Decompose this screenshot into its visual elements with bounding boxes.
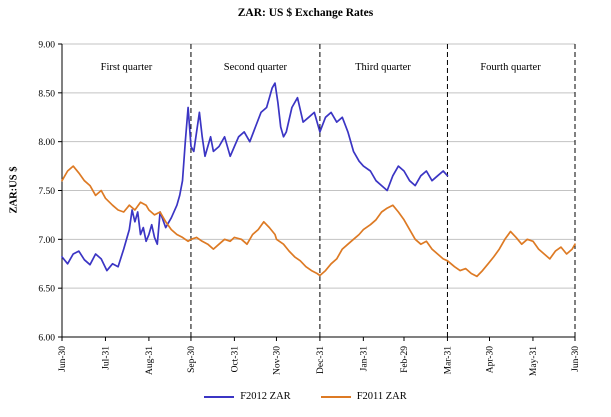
- series-f2011-zar: [61, 165, 576, 278]
- y-tick-label: 8.50: [38, 89, 55, 99]
- x-tick-label: Mar-31: [443, 346, 453, 375]
- quarter-label: Fourth quarter: [480, 62, 541, 73]
- x-tick-label: Nov-30: [272, 346, 282, 375]
- y-tick-label: 6.50: [38, 285, 55, 295]
- legend-line-sample: [320, 395, 351, 398]
- x-tick-label: Jul-31: [101, 346, 111, 370]
- x-tick-label: Jun-30: [571, 346, 581, 372]
- legend-item-f2012-zar: F2012 ZAR: [204, 391, 291, 402]
- quarter-label: Third quarter: [355, 62, 411, 73]
- x-tick-label: Feb-29: [400, 346, 410, 373]
- x-tick-label: Apr-30: [486, 346, 496, 373]
- legend-line-sample: [204, 395, 235, 398]
- y-tick-label: 6.00: [38, 334, 55, 344]
- x-tick-label: Dec-31: [316, 346, 326, 374]
- legend: F2012 ZAR F2011 ZAR: [0, 391, 611, 402]
- series-f2012-zar: [61, 82, 449, 272]
- legend-item-f2011-zar: F2011 ZAR: [320, 391, 407, 402]
- y-tick-label: 7.50: [38, 187, 55, 197]
- chart-title: ZAR: US $ Exchange Rates: [237, 7, 374, 19]
- x-tick-label: Jun-30: [58, 346, 68, 372]
- y-tick-label: 8.00: [38, 138, 55, 148]
- x-tick-label: Sep-30: [187, 346, 197, 373]
- y-tick-label: 7.00: [38, 236, 55, 246]
- quarter-label: Second quarter: [224, 62, 288, 73]
- quarter-label: First quarter: [101, 62, 153, 73]
- legend-label: F2012 ZAR: [240, 391, 291, 402]
- x-tick-label: May-31: [529, 346, 539, 376]
- legend-label: F2011 ZAR: [356, 391, 407, 402]
- y-tick-label: 9.00: [38, 41, 55, 51]
- x-tick-label: Aug-31: [145, 346, 155, 375]
- x-tick-label: Jan-31: [359, 346, 369, 372]
- x-tick-label: Oct-31: [230, 346, 240, 373]
